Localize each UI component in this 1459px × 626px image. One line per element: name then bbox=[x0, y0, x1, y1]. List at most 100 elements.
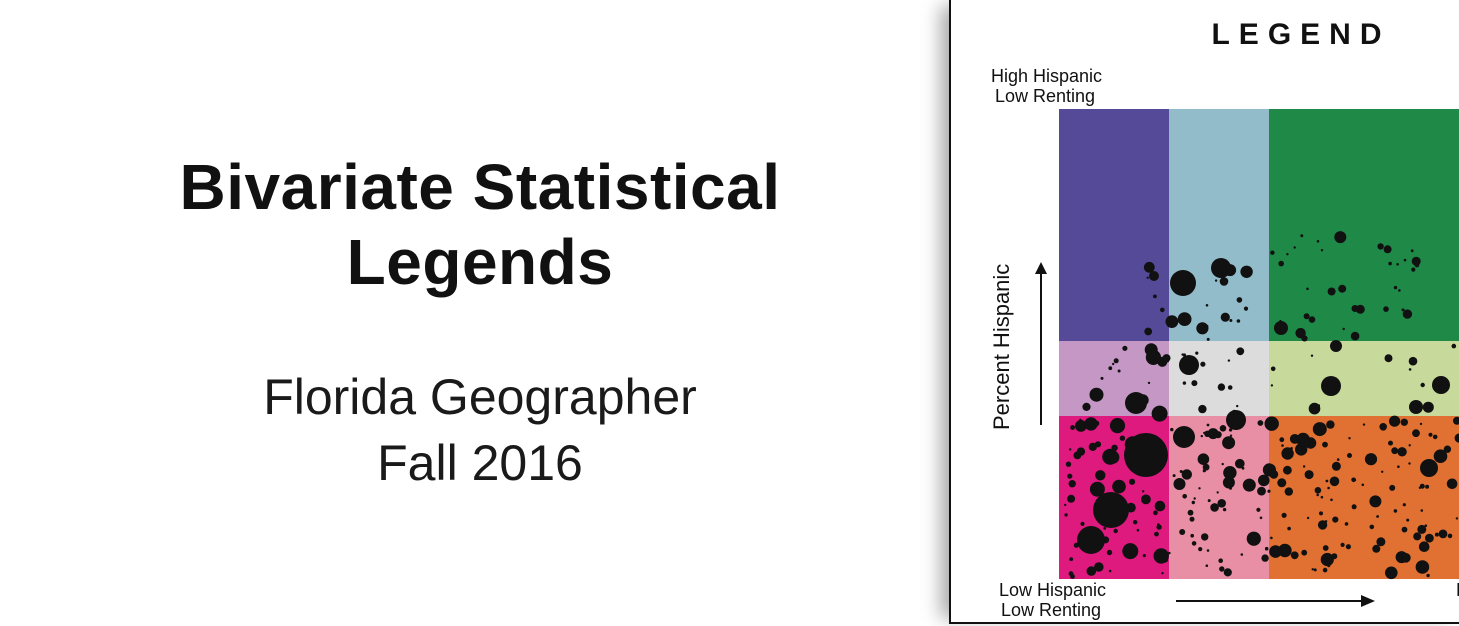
legend-dot bbox=[1303, 313, 1310, 320]
legend-dot bbox=[1236, 319, 1241, 323]
legend-dot bbox=[1240, 553, 1244, 556]
legend-dot bbox=[1261, 554, 1269, 562]
legend-dot bbox=[1219, 277, 1229, 286]
grid-cell-high-hispanic-mid-renting bbox=[1169, 109, 1269, 341]
legend-dot bbox=[1070, 425, 1075, 430]
legend-dot bbox=[1329, 476, 1340, 487]
legend-dot bbox=[1320, 495, 1324, 499]
legend-dot bbox=[1376, 537, 1386, 547]
legend-dot bbox=[1361, 483, 1365, 487]
legend-dot bbox=[1327, 564, 1331, 568]
legend-dot bbox=[1168, 551, 1171, 555]
legend-dot bbox=[1203, 431, 1206, 435]
legend-dot bbox=[1259, 516, 1263, 520]
legend-dot bbox=[1308, 316, 1316, 323]
legend-dot bbox=[1142, 490, 1145, 493]
legend-dot bbox=[1093, 420, 1100, 427]
legend-dot bbox=[1270, 250, 1275, 255]
legend-dot bbox=[1153, 294, 1157, 299]
legend-dot bbox=[1325, 479, 1329, 483]
legend-dot bbox=[1089, 387, 1104, 402]
legend-dot bbox=[1161, 572, 1164, 575]
legend-dot bbox=[1214, 279, 1218, 282]
legend-dot bbox=[1064, 503, 1067, 507]
legend-dot bbox=[1408, 356, 1418, 366]
legend-dot bbox=[1311, 568, 1314, 571]
legend-dot bbox=[1096, 475, 1099, 478]
legend-dot bbox=[1350, 331, 1360, 341]
slide-title: Bivariate Statistical Legends bbox=[40, 150, 920, 300]
legend-dot bbox=[1219, 566, 1225, 572]
legend-dot bbox=[1198, 404, 1207, 414]
legend-dot bbox=[1331, 461, 1341, 471]
legend-dot bbox=[1418, 541, 1430, 552]
grid-cell-high-hispanic-low-renting bbox=[1059, 109, 1169, 341]
legend-dot bbox=[1397, 447, 1407, 457]
legend-dot bbox=[1187, 509, 1194, 516]
legend-dot bbox=[1179, 470, 1183, 473]
legend-dot bbox=[1198, 547, 1203, 552]
legend-dot bbox=[1403, 258, 1407, 262]
legend-dot bbox=[1306, 287, 1309, 291]
legend-dot bbox=[1411, 267, 1416, 272]
legend-dot bbox=[1419, 483, 1425, 489]
legend-dot bbox=[1417, 564, 1420, 568]
legend-heading: LEGEND bbox=[1211, 18, 1390, 51]
legend-dot bbox=[1112, 479, 1126, 494]
legend-dot bbox=[1193, 497, 1196, 500]
legend-dot bbox=[1173, 478, 1186, 490]
legend-dot bbox=[1409, 400, 1423, 414]
legend-dot bbox=[1160, 307, 1165, 313]
legend-dot bbox=[1332, 516, 1339, 523]
legend-dot bbox=[1222, 507, 1227, 512]
legend-dot bbox=[1246, 531, 1261, 546]
legend-dot bbox=[1122, 543, 1139, 560]
legend-dot bbox=[1075, 420, 1087, 432]
legend-dot bbox=[1451, 343, 1457, 349]
legend-dot bbox=[1317, 520, 1328, 530]
legend-dot bbox=[1278, 543, 1292, 558]
legend-dot bbox=[1401, 526, 1408, 533]
legend-dot bbox=[1401, 553, 1411, 563]
legend-dot bbox=[1327, 486, 1330, 490]
legend-dot bbox=[1103, 527, 1107, 530]
legend-dot bbox=[1420, 459, 1438, 477]
legend-dot bbox=[1412, 429, 1420, 438]
legend-dot bbox=[1221, 462, 1224, 466]
legend-dot bbox=[1364, 453, 1378, 466]
legend-dot bbox=[1202, 463, 1210, 471]
legend-dot bbox=[1278, 260, 1284, 267]
legend-dot bbox=[1290, 447, 1293, 450]
legend-dot bbox=[1229, 434, 1233, 437]
legend-dot bbox=[1351, 477, 1356, 483]
legend-dot bbox=[1076, 447, 1086, 456]
legend-dot bbox=[1321, 376, 1341, 396]
legend-dot bbox=[1089, 481, 1105, 497]
legend-dot bbox=[1220, 312, 1230, 322]
legend-dot bbox=[1069, 557, 1074, 562]
legend-dot bbox=[1068, 480, 1076, 488]
legend-dot bbox=[1417, 524, 1427, 534]
legend-dot bbox=[1426, 573, 1430, 578]
legend-dot bbox=[1069, 448, 1072, 451]
legend-dot bbox=[1420, 382, 1425, 388]
legend-dot bbox=[1113, 528, 1118, 534]
legend-dot bbox=[1402, 503, 1406, 507]
x-axis-arrow bbox=[1176, 595, 1375, 607]
legend-dot bbox=[1229, 319, 1233, 322]
legend-dot bbox=[1108, 569, 1112, 573]
legend-dot bbox=[1226, 410, 1246, 430]
legend-dot bbox=[1316, 493, 1319, 497]
legend-dot bbox=[1438, 529, 1448, 539]
legend-dot bbox=[1269, 545, 1282, 558]
legend-dot bbox=[1191, 541, 1197, 546]
legend-dot bbox=[1170, 427, 1174, 432]
legend-dot bbox=[1312, 422, 1327, 437]
legend-dot bbox=[1397, 465, 1400, 469]
legend-dot bbox=[1389, 484, 1396, 491]
bottom-corner-label-line-1: Low Hispanic bbox=[999, 580, 1106, 600]
legend-dot bbox=[1419, 422, 1423, 426]
legend-dot bbox=[1112, 362, 1115, 366]
legend-dot bbox=[1207, 499, 1211, 503]
legend-dot bbox=[1170, 270, 1196, 296]
